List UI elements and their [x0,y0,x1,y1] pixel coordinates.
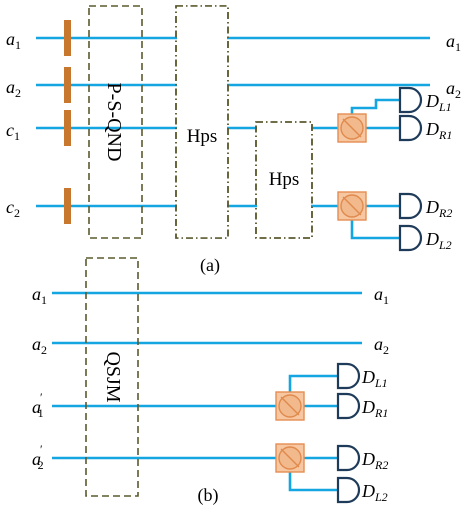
input-label-b-a1: a1 [32,284,47,307]
detector-icon [336,392,361,420]
detector-icon [336,444,361,472]
detector-label-l2: DL2 [425,229,452,252]
input-label-a2: a2 [6,77,21,100]
qsjm-box [85,257,139,497]
input-label-b-a2p: a′ 2 [32,442,44,472]
detector-icon [398,114,423,142]
output-label-a1: a1 [446,31,461,54]
input-label-c1: c1 [6,120,20,143]
hps-label-1: Hps [187,126,218,147]
detector-icon [398,86,423,114]
beam-splitter-b1 [275,374,338,421]
input-label-b-a2: a2 [32,334,47,357]
caption-b: (b) [198,485,219,506]
panel-b: QSJM a1 a2 a′ 1 a′ 2 a1 a2 DL [32,257,389,506]
detector-label-r1: DR1 [425,119,452,142]
detector-icon [398,192,423,220]
detector-label-l1: DL1 [425,91,452,114]
detector-icon [398,224,423,252]
detector-icon [336,362,361,390]
panel-a: P-S-QND Hps Hps a1 a2 c1 c2 a1 a2 [6,5,461,276]
phase-bar-a1 [64,20,71,56]
beam-splitter-b2 [275,443,338,492]
beam-splitter-a2 [337,191,400,240]
input-label-a1: a1 [6,29,21,52]
input-label-c2: c2 [6,197,20,220]
phase-bar-a2 [64,67,71,103]
detector-label-b-l2: DL2 [361,481,388,504]
psqnd-box [88,5,143,239]
caption-a: (a) [200,255,220,276]
phase-bar-c1 [64,110,71,146]
beam-splitter-a1 [337,98,400,143]
output-label-b-a1: a1 [374,284,389,307]
output-label-a2: a2 [446,78,461,101]
hps-label-2: Hps [269,169,300,190]
psqnd-label: P-S-QND [103,83,125,162]
detector-label-b-l1: DL1 [361,367,388,390]
detector-icon [336,476,361,504]
detector-label-b-r2: DR2 [361,449,388,472]
detector-label-r2: DR2 [425,197,452,220]
phase-bar-c2 [64,188,71,224]
detector-label-b-r1: DR1 [361,397,388,420]
input-label-b-a1p: a′ 1 [32,390,44,420]
qsjm-label: QSJM [102,351,124,402]
output-label-b-a2: a2 [374,334,389,357]
